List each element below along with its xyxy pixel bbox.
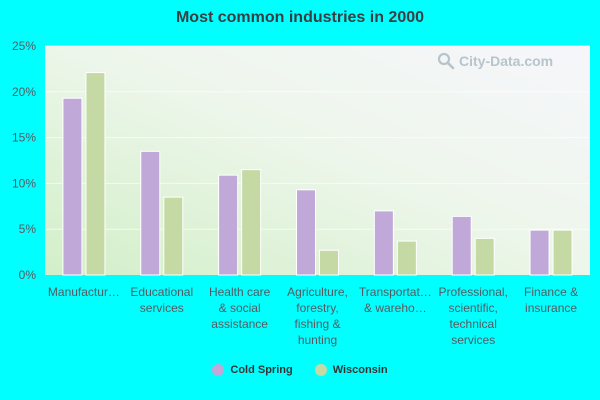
bar-wisconsin <box>241 169 262 276</box>
bar-cold-spring <box>140 150 161 276</box>
watermark: City-Data.com <box>437 52 553 70</box>
bar-wisconsin <box>85 72 106 276</box>
y-tick-label: 20% <box>12 85 36 99</box>
bar-wisconsin <box>163 196 184 276</box>
bar-cold-spring <box>529 229 550 276</box>
x-category-label: Educational services <box>130 285 193 315</box>
category-labels: Manufactur… Educational services Health car… <box>48 285 578 347</box>
x-category-label: Finance & insurance <box>524 285 578 315</box>
x-category-label: Professional, scientific, technical service… <box>439 285 508 347</box>
legend-item-cold-spring: Cold Spring <box>212 364 293 376</box>
x-category-label: Agriculture, forestry, fishing & hunting <box>287 285 348 347</box>
bar-cold-spring <box>373 210 394 276</box>
x-category-label: Transportat… & wareho… <box>359 285 432 315</box>
x-category-label: Health care & social assistance <box>209 285 271 331</box>
bar-cold-spring <box>218 174 239 276</box>
legend-item-wisconsin: Wisconsin <box>314 364 388 376</box>
y-tick-label: 0% <box>19 268 37 282</box>
y-tick-label: 15% <box>12 131 36 145</box>
gridlines <box>45 45 590 230</box>
bar-cold-spring <box>451 215 472 276</box>
legend-swatch-wisconsin <box>314 364 327 376</box>
bar-wisconsin <box>396 240 417 276</box>
chart-title: Most common industries in 2000 <box>175 9 425 26</box>
bar-wisconsin <box>552 229 573 276</box>
x-category-label: Manufactur… <box>48 285 120 299</box>
plot-area <box>45 46 590 275</box>
y-axis-ticks: 0% 5% 10% 15% 20% 25% <box>12 39 36 282</box>
watermark-text: City-Data.com <box>459 53 554 69</box>
y-tick-label: 10% <box>12 176 36 190</box>
bar-wisconsin <box>319 249 339 276</box>
y-tick-label: 25% <box>12 39 36 53</box>
legend-label-cold-spring: Cold Spring <box>230 364 293 376</box>
bars <box>62 72 573 276</box>
legend-swatch-cold-spring <box>212 364 225 376</box>
bar-cold-spring <box>296 189 316 276</box>
y-tick-label: 5% <box>19 222 37 236</box>
legend: Cold Spring Wisconsin <box>0 364 600 376</box>
bar-wisconsin <box>474 237 495 276</box>
legend-label-wisconsin: Wisconsin <box>332 364 388 376</box>
bar-cold-spring <box>62 97 83 276</box>
magnifier-icon <box>437 52 455 70</box>
